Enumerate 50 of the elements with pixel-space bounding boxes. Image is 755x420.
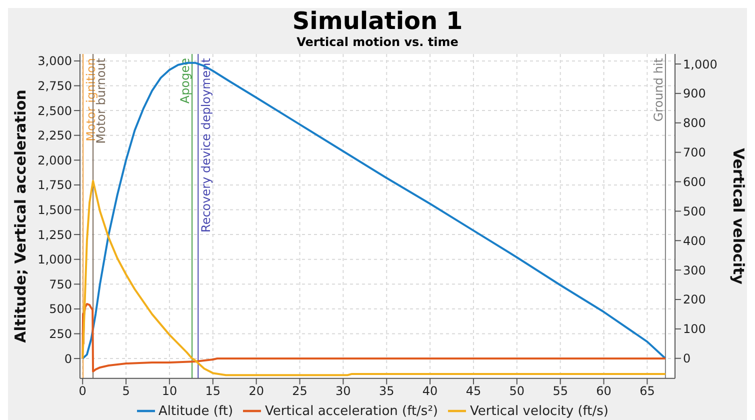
y-axis-title: Altitude; Vertical acceleration — [11, 90, 30, 343]
x-tick-label: 15 — [205, 384, 221, 398]
y2-tick-label: 600 — [683, 175, 706, 190]
y-tick-label: 500 — [49, 302, 72, 316]
legend-label: Vertical acceleration (ft/s²) — [265, 404, 438, 420]
chart-subtitle: Vertical motion vs. time — [296, 34, 460, 50]
ref-line-label: Motor burnout — [94, 58, 108, 144]
y2-tick-label: 900 — [683, 86, 706, 101]
y2-tick-label: 100 — [683, 322, 706, 336]
y-tick-label: 2,500 — [38, 104, 72, 118]
y2-tick-label: 1,000 — [683, 57, 718, 72]
chart-title: Simulation 1 — [291, 7, 464, 35]
y2-tick-label: 200 — [683, 292, 706, 307]
legend-label: Altitude (ft) — [158, 404, 234, 420]
y-tick-label: 2,000 — [38, 153, 72, 168]
line-series — [82, 302, 666, 372]
ref-line-label: Ground hit — [651, 58, 666, 122]
y-tick-label: 2,750 — [38, 79, 72, 94]
y-tick-label: 2,250 — [38, 128, 72, 143]
x-tick-label: 35 — [378, 384, 394, 398]
x-tick-label: 60 — [596, 384, 612, 398]
y-tick-label: 0 — [64, 352, 72, 366]
y-tick-label: 750 — [49, 277, 72, 292]
x-tick-label: 45 — [466, 384, 482, 398]
y2-tick-label: 800 — [683, 116, 706, 130]
x-tick-label: 20 — [248, 384, 264, 398]
ref-line-label: Recovery device deployment — [199, 58, 214, 232]
y2-tick-label: 700 — [683, 146, 706, 160]
x-tick-label: 30 — [336, 384, 351, 398]
y2-axis-title: Vertical velocity — [730, 148, 748, 285]
y2-tick-label: 300 — [683, 263, 706, 278]
x-tick-label: 0 — [78, 384, 86, 398]
legend-label: Vertical velocity (ft/s) — [470, 404, 608, 420]
y-tick-label: 250 — [49, 326, 72, 341]
ref-line-label: Apogee — [178, 58, 192, 104]
x-tick-label: 65 — [640, 384, 655, 398]
y-tick-label: 1,250 — [38, 228, 72, 242]
y-tick-label: 1,500 — [38, 203, 72, 217]
y2-tick-label: 0 — [683, 352, 691, 366]
y-tick-label: 1,000 — [38, 252, 72, 267]
x-tick-label: 25 — [292, 384, 308, 398]
y2-tick-label: 500 — [683, 204, 706, 218]
x-tick-label: 55 — [552, 384, 568, 398]
y-tick-label: 1,750 — [38, 178, 72, 192]
x-tick-label: 5 — [122, 384, 130, 398]
y-tick-label: 3,000 — [38, 54, 72, 68]
x-tick-label: 50 — [509, 384, 525, 398]
y2-tick-label: 400 — [683, 234, 706, 248]
x-tick-label: 40 — [422, 384, 438, 398]
x-tick-label: 10 — [162, 384, 178, 398]
